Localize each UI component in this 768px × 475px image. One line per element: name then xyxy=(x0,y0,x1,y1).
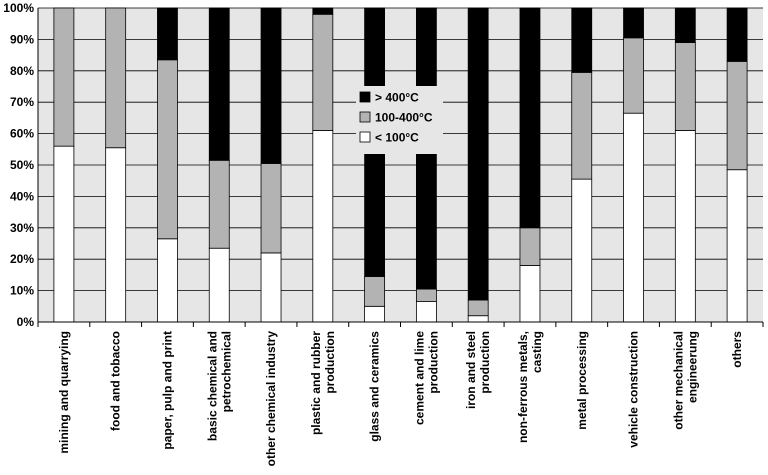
bar-segment xyxy=(415,301,437,323)
category-label: glass and ceramics xyxy=(368,331,382,442)
x-axis-labels: mining and quarrying food and tobacco pape… xyxy=(57,331,744,467)
category-label: vehicle construction xyxy=(627,331,641,448)
legend-label: < 100°C xyxy=(375,131,419,145)
bar-segment xyxy=(415,288,437,302)
bar-segment xyxy=(364,305,386,323)
category-label: non-ferrous metals, xyxy=(516,331,530,443)
bar-segment xyxy=(105,7,127,149)
category-label: production xyxy=(478,331,492,394)
y-tick-label: 30% xyxy=(10,221,34,235)
bar-segment xyxy=(623,37,644,114)
y-tick-label: 10% xyxy=(10,284,34,298)
category-label: metal processing xyxy=(575,331,589,430)
legend-swatch xyxy=(359,91,371,103)
y-tick-label: 80% xyxy=(10,64,34,78)
bar-segment xyxy=(519,265,541,323)
y-axis-ticks: 0% 10% 20% 30% 40% 50% 60% 70% 80% 90% 100% xyxy=(3,1,34,329)
category-label: petrochemical xyxy=(219,331,233,412)
y-tick-label: 20% xyxy=(10,252,34,266)
y-tick-label: 70% xyxy=(10,95,34,109)
category-label: engineerung xyxy=(685,331,699,403)
bar-segment xyxy=(157,7,178,61)
legend-label: 100-400°C xyxy=(375,111,433,125)
bar-segment xyxy=(571,71,593,180)
y-tick-label: 60% xyxy=(10,127,34,141)
bar-segment xyxy=(467,7,489,301)
bar-segment xyxy=(674,130,696,323)
bar-segment xyxy=(208,159,230,249)
bar-segment xyxy=(571,7,593,73)
bar-segment xyxy=(726,169,748,323)
bar-segment xyxy=(467,299,489,317)
category-label: mining and quarrying xyxy=(57,331,71,454)
bar-segment xyxy=(467,315,489,323)
y-tick-label: 100% xyxy=(3,1,34,15)
category-label: plastic and rubber xyxy=(309,331,323,435)
bar-segment xyxy=(623,112,644,323)
category-label: basic chemical and xyxy=(205,331,219,441)
bar-segment xyxy=(519,227,541,266)
bar-segment xyxy=(623,7,644,39)
bar-segment xyxy=(53,7,75,147)
bar-segment xyxy=(364,276,386,307)
bars xyxy=(53,7,748,323)
legend-box xyxy=(356,86,443,154)
legend-label: > 400°C xyxy=(375,91,419,105)
bar-segment xyxy=(726,7,748,62)
category-label: other chemical industry xyxy=(264,331,278,467)
bar-segment xyxy=(312,13,334,131)
axes xyxy=(37,8,764,327)
bar-segment xyxy=(208,247,230,323)
bar-segment xyxy=(519,7,541,229)
legend: > 400°C 100-400°C < 100°C xyxy=(356,86,443,154)
bar-segment xyxy=(312,130,334,323)
category-label: production xyxy=(323,331,337,394)
y-tick-label: 40% xyxy=(10,189,34,203)
bar-segment xyxy=(208,7,230,161)
bar-segment xyxy=(260,7,282,164)
category-label: paper, pulp and print xyxy=(160,331,174,450)
legend-swatch xyxy=(359,111,371,123)
bar-segment xyxy=(674,7,696,43)
y-tick-label: 50% xyxy=(10,158,34,172)
y-tick-label: 90% xyxy=(10,32,34,46)
category-label: casting xyxy=(530,331,544,373)
bar-segment xyxy=(674,42,696,131)
category-label: iron and steel xyxy=(464,331,478,409)
bar-segment xyxy=(260,252,282,323)
category-label: others xyxy=(730,331,744,368)
bar-segment xyxy=(105,147,127,323)
category-label: cement and lime xyxy=(412,331,426,425)
bar-segment xyxy=(726,60,748,171)
category-label: other mechanical xyxy=(671,331,685,430)
bar-segment xyxy=(157,59,178,240)
legend-swatch xyxy=(359,131,371,143)
bar-segment xyxy=(157,238,178,323)
bar-segment xyxy=(260,163,282,254)
bar-segment xyxy=(571,178,593,323)
y-tick-label: 0% xyxy=(17,315,35,329)
bar-segment xyxy=(312,7,334,15)
category-label: production xyxy=(426,331,440,394)
bar-segment xyxy=(53,145,75,323)
category-label: food and tobacco xyxy=(109,331,123,431)
